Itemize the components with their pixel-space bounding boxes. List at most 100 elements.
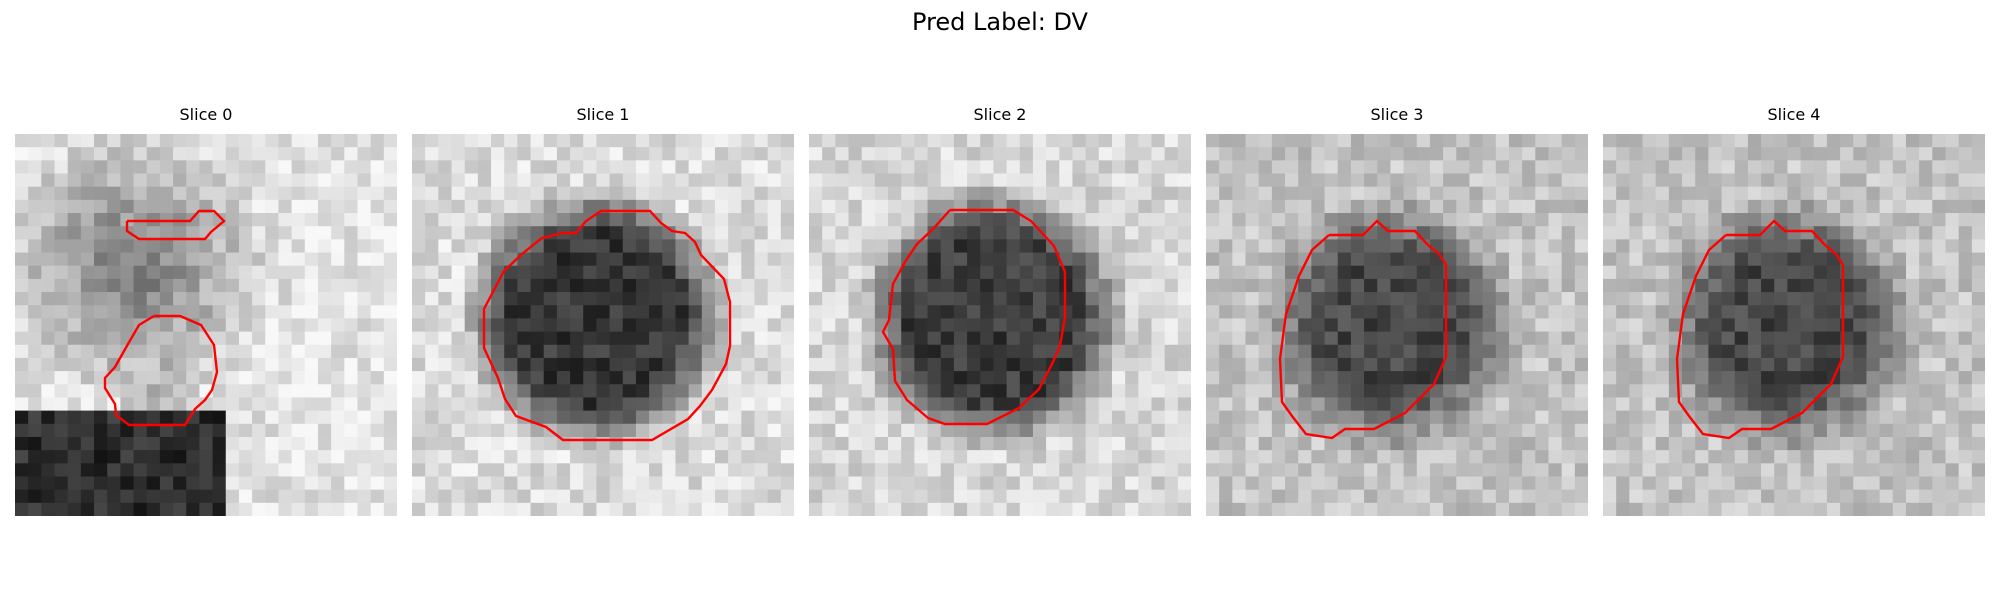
- pixel-cell: [1840, 410, 1854, 425]
- pixel-cell: [1774, 397, 1789, 412]
- pixel-cell: [357, 423, 372, 438]
- pixel-cell: [146, 476, 161, 491]
- pixel-cell: [940, 357, 955, 372]
- pixel-cell: [1708, 476, 1723, 491]
- pixel-cell: [1708, 331, 1723, 346]
- pixel-cell: [1945, 305, 1960, 320]
- pixel-cell: [1866, 239, 1881, 254]
- pixel-cell: [1826, 318, 1841, 333]
- pixel-cell: [688, 371, 703, 385]
- pixel-cell: [225, 199, 240, 214]
- pixel-cell: [596, 476, 611, 491]
- pixel-cell: [67, 252, 82, 267]
- pixel-cell: [1721, 423, 1736, 438]
- pixel-cell: [1285, 265, 1299, 280]
- pixel-cell: [383, 344, 397, 359]
- pixel-cell: [940, 502, 955, 516]
- pixel-cell: [914, 147, 929, 161]
- pixel-cell: [212, 239, 227, 254]
- pixel-cell: [212, 160, 227, 175]
- pixel-cell: [1761, 305, 1775, 320]
- pixel-cell: [28, 160, 42, 175]
- pixel-cell: [1561, 213, 1576, 227]
- pixel-cell: [1522, 371, 1536, 385]
- pixel-cell: [914, 305, 929, 320]
- pixel-cell: [1642, 147, 1657, 161]
- pixel-cell: [1111, 134, 1126, 148]
- pixel-cell: [1337, 160, 1352, 175]
- pixel-cell: [1761, 463, 1775, 478]
- pixel-cell: [1429, 160, 1444, 175]
- pixel-cell: [1708, 305, 1723, 320]
- pixel-cell: [1219, 213, 1233, 227]
- pixel-cell: [967, 226, 981, 240]
- contour-outline: [103, 314, 219, 427]
- pixel-cell: [1535, 436, 1550, 451]
- pixel-cell: [1206, 292, 1220, 306]
- pixel-cell: [1866, 384, 1881, 399]
- pixel-cell: [331, 423, 345, 438]
- pixel-cell: [1482, 173, 1497, 188]
- pixel-cell: [464, 476, 479, 491]
- pixel-cell: [583, 226, 598, 240]
- pixel-cell: [1642, 384, 1657, 399]
- pixel-cell: [517, 463, 532, 478]
- pixel-cell: [1285, 489, 1299, 504]
- pixel-cell: [1747, 384, 1762, 399]
- pixel-cell: [1905, 239, 1920, 254]
- pixel-cell: [1826, 397, 1841, 412]
- pixel-cell: [1721, 489, 1736, 504]
- pixel-cell: [1164, 318, 1179, 333]
- pixel-cell: [451, 423, 466, 438]
- pixel-cell: [1734, 239, 1749, 254]
- pixel-cell: [317, 318, 332, 333]
- pixel-cell: [1416, 463, 1431, 478]
- pixel-cell: [331, 397, 345, 412]
- pixel-cell: [1206, 318, 1220, 333]
- pixel-cell: [1085, 160, 1100, 175]
- pixel-cell: [1879, 397, 1894, 412]
- pixel-cell: [1059, 436, 1074, 451]
- pixel-cell: [1032, 305, 1047, 320]
- pixel-cell: [173, 476, 187, 491]
- pixel-cell: [1945, 489, 1960, 504]
- pixel-cell: [927, 305, 942, 320]
- pixel-cell: [1945, 278, 1960, 293]
- pixel-cell: [530, 489, 545, 504]
- pixel-cell: [822, 278, 836, 293]
- pixel-cell: [1337, 226, 1352, 240]
- pixel-cell: [993, 147, 1008, 161]
- pixel-cell: [1403, 344, 1418, 359]
- pixel-cell: [1574, 371, 1588, 385]
- pixel-cell: [596, 226, 611, 240]
- pixel-cell: [1072, 186, 1087, 201]
- pixel-cell: [28, 357, 42, 372]
- pixel-cell: [1708, 213, 1723, 227]
- pixel-cell: [993, 278, 1008, 293]
- pixel-cell: [317, 252, 332, 267]
- pixel-cell: [491, 147, 505, 161]
- pixel-cell: [1958, 371, 1973, 385]
- pixel-cell: [1708, 226, 1723, 240]
- pixel-cell: [451, 239, 466, 254]
- pixel-cell: [1932, 160, 1947, 175]
- pixel-cell: [1603, 331, 1617, 346]
- pixel-cell: [1416, 423, 1431, 438]
- pixel-cell: [412, 357, 426, 372]
- pixel-cell: [901, 344, 915, 359]
- pixel-cell: [1721, 436, 1736, 451]
- pixel-cell: [517, 186, 532, 201]
- pixel-cell: [1574, 147, 1588, 161]
- pixel-cell: [1800, 371, 1815, 385]
- pixel-cell: [477, 384, 492, 399]
- pixel-cell: [1390, 502, 1405, 516]
- grayscale-pixel-grid: [15, 134, 397, 516]
- pixel-cell: [1006, 423, 1021, 438]
- pixel-cell: [1508, 213, 1523, 227]
- pixel-cell: [412, 186, 426, 201]
- pixel-cell: [238, 160, 253, 175]
- pixel-cell: [874, 397, 889, 412]
- pixel-cell: [1629, 357, 1644, 372]
- pixel-cell: [1364, 436, 1378, 451]
- pixel-cell: [1932, 239, 1947, 254]
